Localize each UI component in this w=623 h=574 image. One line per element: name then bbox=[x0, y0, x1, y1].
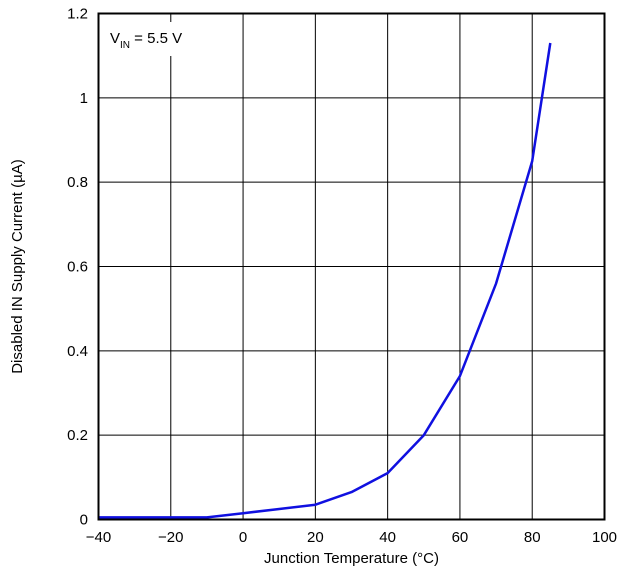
y-tick-label: 1 bbox=[80, 90, 88, 107]
x-tick-labels: −40 −20 0 20 40 60 80 100 bbox=[86, 529, 617, 546]
y-axis-label: Disabled IN Supply Current (µA) bbox=[9, 159, 26, 374]
y-tick-label: 0.2 bbox=[67, 427, 88, 444]
x-tick-label: −20 bbox=[158, 529, 183, 546]
y-tick-label: 0.8 bbox=[67, 174, 88, 191]
y-tick-label: 0.4 bbox=[67, 343, 88, 360]
y-tick-label: 0 bbox=[80, 512, 88, 529]
x-tick-label: −40 bbox=[86, 529, 111, 546]
x-axis-label: Junction Temperature (°C) bbox=[264, 550, 439, 567]
y-tick-labels: 0 0.2 0.4 0.6 0.8 1 1.2 bbox=[67, 6, 88, 529]
y-tick-label: 0.6 bbox=[67, 259, 88, 276]
vin-annotation: VIN = 5.5 V bbox=[110, 30, 182, 51]
series-line bbox=[98, 42, 552, 519]
x-tick-label: 20 bbox=[307, 529, 324, 546]
x-tick-label: 80 bbox=[524, 529, 541, 546]
x-tick-label: 40 bbox=[379, 529, 396, 546]
x-tick-label: 60 bbox=[452, 529, 469, 546]
plot-frame bbox=[97, 12, 606, 521]
y-tick-label: 1.2 bbox=[67, 6, 88, 23]
annotation-main: V bbox=[110, 30, 120, 47]
annotation-subscript: IN bbox=[120, 40, 130, 51]
series-layer bbox=[98, 42, 552, 519]
annotation-background bbox=[100, 22, 218, 56]
x-tick-label: 0 bbox=[239, 529, 247, 546]
x-tick-label: 100 bbox=[592, 529, 617, 546]
annotation-rest: = 5.5 V bbox=[130, 30, 182, 47]
grid-lines bbox=[98, 13, 605, 520]
